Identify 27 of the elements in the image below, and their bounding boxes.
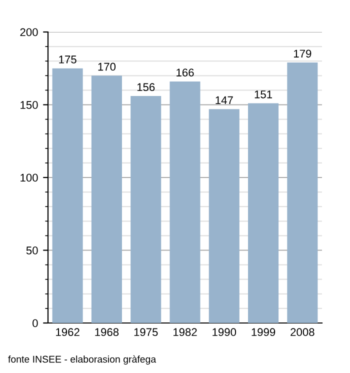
bar <box>287 62 318 323</box>
data-label: 156 <box>137 83 155 92</box>
x-tick-label: 1975 <box>134 328 158 336</box>
bar <box>130 96 162 323</box>
data-label: 166 <box>176 68 194 76</box>
y-tick-label: 150 <box>20 101 38 109</box>
x-tick-label: 1968 <box>95 328 119 336</box>
data-label: 170 <box>98 62 116 71</box>
data-label: 147 <box>216 96 233 104</box>
x-tick-label: 1982 <box>173 328 197 336</box>
bar <box>91 76 122 323</box>
source-note: fonte INSEE - elaborasion gràfega <box>8 355 156 365</box>
bar <box>248 103 279 323</box>
x-tick-label: 1962 <box>56 328 80 336</box>
data-label: 179 <box>294 50 312 58</box>
y-tick-label: 50 <box>26 246 38 254</box>
x-tick-label: 1990 <box>212 328 236 336</box>
bar <box>170 81 200 323</box>
x-tick-label: 1999 <box>252 328 276 336</box>
data-label: 175 <box>59 56 76 64</box>
bar <box>52 68 83 323</box>
y-tick-label: 100 <box>20 174 38 182</box>
bar <box>208 109 240 323</box>
y-tick-label: 0 <box>32 319 38 328</box>
data-label: 151 <box>254 90 272 98</box>
y-tick-label: 200 <box>20 28 38 36</box>
x-tick-label: 2008 <box>290 328 314 336</box>
